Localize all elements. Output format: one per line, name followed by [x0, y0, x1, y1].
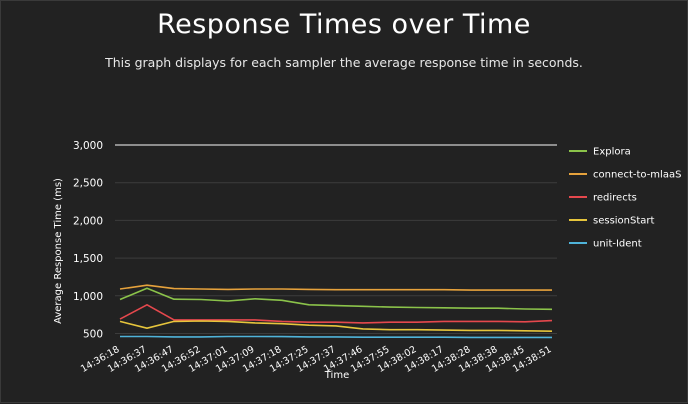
y-tick-label: 2,000 [73, 215, 103, 227]
x-tick-labels: 14:36:1814:36:3714:36:4714:36:5214:37:01… [79, 344, 553, 375]
chart-subtitle: This graph displays for each sampler the… [105, 55, 583, 70]
x-axis-label: Time [324, 370, 349, 381]
grid-lines [115, 144, 557, 334]
legend-entry[interactable]: connect-to-mlaaS [593, 170, 681, 181]
legend-entry[interactable]: redirects [593, 193, 637, 204]
y-axis-label: Average Response Time (ms) [53, 178, 64, 324]
series-line [119, 287, 553, 311]
y-tick-label: 2,500 [73, 178, 103, 190]
legend-entry[interactable]: sessionStart [593, 216, 655, 227]
chart-title: Response Times over Time [157, 9, 531, 40]
series-line [120, 335, 552, 339]
legend: Explora connect-to-mlaaS redirects sessionS… [569, 147, 681, 250]
y-tick-label: 3,000 [73, 140, 103, 152]
legend-entry[interactable]: unit-Ident [593, 239, 642, 250]
series-line [119, 284, 552, 291]
series-lines [119, 284, 553, 339]
y-tick-label: 1,500 [73, 253, 103, 265]
y-tick-label: 1,000 [73, 291, 103, 303]
y-tick-labels: 500 1,000 1,500 2,000 2,500 3,000 [73, 140, 103, 340]
series-line [119, 320, 553, 332]
legend-entry[interactable]: Explora [593, 147, 631, 158]
series-line [119, 303, 553, 324]
y-tick-label: 500 [83, 328, 103, 340]
